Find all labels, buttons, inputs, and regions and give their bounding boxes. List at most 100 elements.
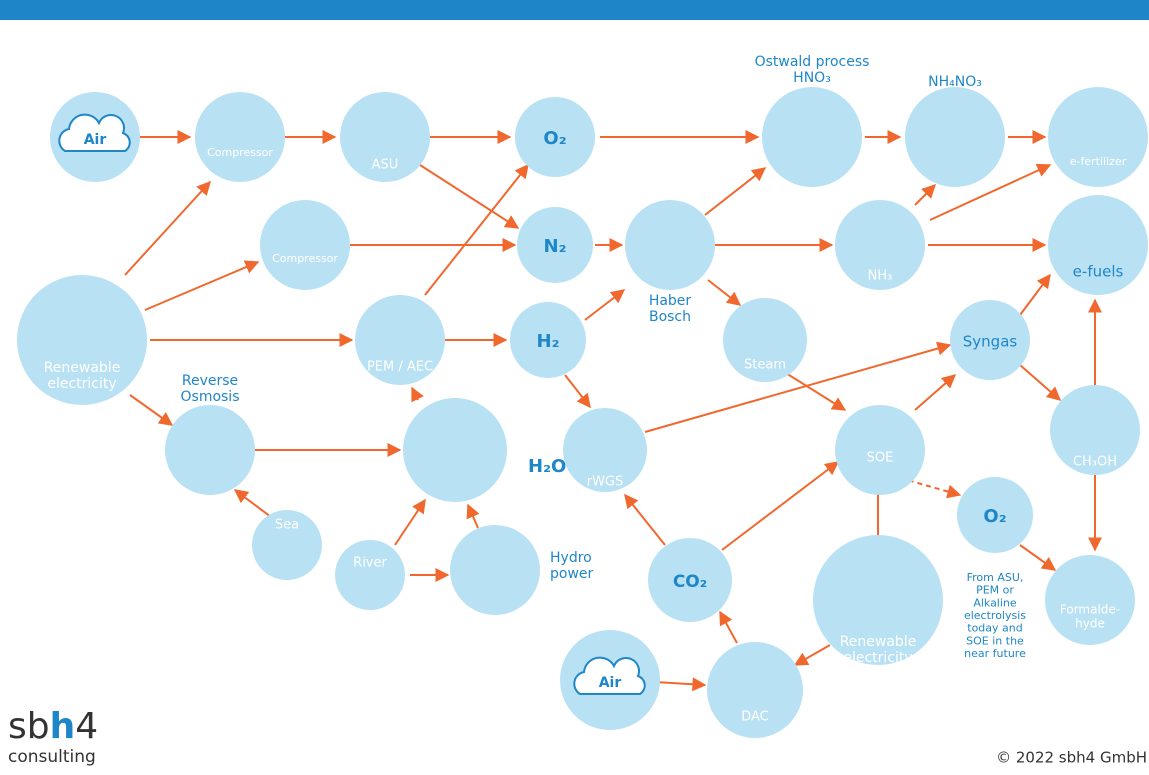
- node-label: near future: [964, 647, 1026, 660]
- node-circle: [835, 200, 925, 290]
- arrow: [721, 461, 840, 551]
- cloud-icon: [58, 113, 131, 152]
- node-circle: [625, 200, 715, 290]
- arrow: [654, 677, 707, 692]
- node-circle: [1048, 195, 1148, 295]
- node-circle: [905, 87, 1005, 187]
- arrow: [1019, 544, 1057, 571]
- node-circle: [1048, 87, 1148, 187]
- node-label: electricity: [843, 650, 912, 666]
- arrow: [1019, 273, 1051, 316]
- node-label: CO₂: [673, 572, 707, 592]
- node-circle: [517, 207, 593, 283]
- node-label: Haber: [649, 293, 692, 309]
- node-circle: [563, 408, 647, 492]
- header-bar: [0, 0, 1149, 20]
- node-circle: [813, 535, 943, 665]
- node-label: PEM / AEC: [367, 360, 433, 375]
- node-label: hyde: [1075, 616, 1105, 630]
- arrow: [914, 374, 957, 411]
- node-label: NH₄NO₃: [928, 74, 982, 90]
- arrow: [584, 289, 626, 321]
- node-label: PEM or: [976, 584, 1014, 597]
- arrow: [624, 493, 666, 546]
- node-circle: [17, 275, 147, 405]
- arrow: [719, 610, 738, 644]
- arrows: [124, 130, 1102, 692]
- cloud-icon: [573, 656, 646, 695]
- node-label: Bosch: [649, 309, 691, 325]
- arrow: [424, 163, 529, 296]
- node-circle: [450, 525, 540, 615]
- node-circle: [648, 538, 732, 622]
- copyright: © 2022 sbh4 GmbH: [996, 749, 1147, 767]
- node-circle: [1045, 555, 1135, 645]
- logo-part: 4: [75, 706, 98, 747]
- arrow: [466, 503, 480, 529]
- node-label: power: [550, 566, 594, 582]
- node-label: Air: [599, 675, 622, 691]
- node-label: Alkaline: [973, 596, 1017, 609]
- arrow: [644, 341, 952, 433]
- node-label: River: [353, 556, 387, 571]
- arrow: [129, 394, 174, 426]
- node-circle: [1050, 385, 1140, 475]
- arrow: [419, 164, 520, 229]
- node-label: e-fertilizer: [1070, 155, 1127, 168]
- node-circle: [762, 87, 862, 187]
- node-label: Osmosis: [181, 389, 240, 405]
- node-label: electrolysis: [964, 609, 1026, 622]
- arrow: [411, 386, 424, 403]
- node-circle: [252, 510, 322, 580]
- node-circle: [515, 97, 595, 177]
- arrow: [233, 489, 276, 521]
- node-label: DAC: [741, 710, 769, 725]
- node-circle: [957, 477, 1033, 553]
- arrow: [144, 260, 260, 311]
- node-circle: [835, 405, 925, 495]
- node-label: Compressor: [207, 146, 273, 159]
- arrow: [793, 644, 831, 666]
- node-label: e-fuels: [1073, 263, 1124, 281]
- arrow: [564, 374, 591, 409]
- node-label: H₂O: [528, 456, 566, 477]
- node-circle: [195, 92, 285, 182]
- node-label: Compressor: [272, 252, 338, 265]
- logo-sub: consulting: [8, 747, 96, 767]
- node-label: Hydro: [550, 550, 592, 566]
- arrow: [124, 180, 211, 276]
- arrow: [914, 184, 936, 206]
- node-label: From ASU,: [967, 571, 1024, 584]
- node-circle: [707, 642, 803, 738]
- node-circle: [950, 300, 1030, 380]
- node-circle: [355, 295, 445, 385]
- node-label: Ostwald process: [755, 54, 870, 70]
- node-label: Sea: [275, 518, 299, 533]
- node-label: HNO₃: [793, 70, 831, 86]
- arrow: [704, 167, 767, 216]
- node-label: Renewable: [44, 360, 121, 376]
- node-label: Steam: [744, 358, 786, 373]
- node-label: Syngas: [963, 333, 1018, 351]
- logo-part: sb: [8, 706, 50, 747]
- arrow: [1019, 364, 1062, 401]
- arrow: [394, 498, 426, 546]
- node-label: O₂: [983, 506, 1006, 527]
- node-circle: [335, 540, 405, 610]
- node-label: N₂: [544, 236, 567, 257]
- logo-part: h: [50, 706, 76, 747]
- node-label: today and: [967, 622, 1022, 635]
- node-circle: [723, 298, 807, 382]
- arrow: [929, 163, 1052, 221]
- node-circle: [165, 405, 255, 495]
- node-label: electricity: [47, 376, 116, 392]
- node-circle: [403, 398, 507, 502]
- node-label: Reverse: [182, 373, 238, 389]
- arrow: [707, 279, 742, 306]
- node-label: Formalde-: [1060, 603, 1120, 617]
- node-label: NH₃: [868, 269, 893, 284]
- node-label: H₂: [537, 331, 560, 352]
- node-label: ASU: [372, 158, 399, 173]
